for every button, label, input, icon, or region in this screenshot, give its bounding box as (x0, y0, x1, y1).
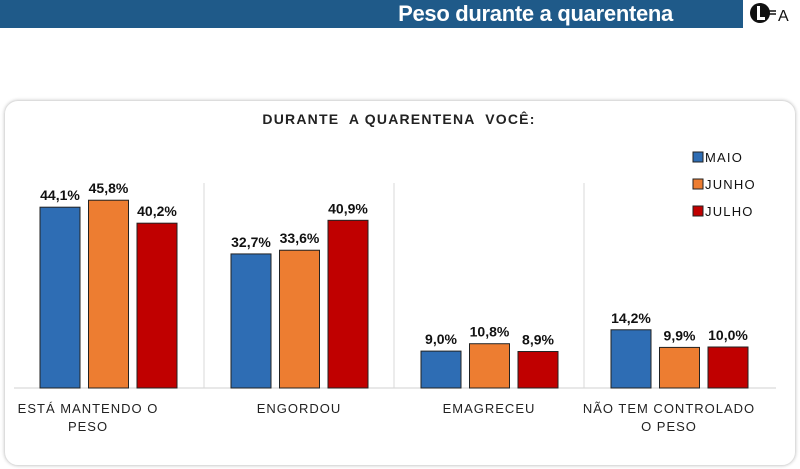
data-label: 32,7% (231, 234, 271, 250)
bar-maio (39, 206, 81, 389)
bar-junho (279, 249, 320, 389)
category-label: EMAGRECEU (443, 401, 536, 416)
category-label: ESTÁ MANTENDO O (18, 401, 159, 416)
data-label: 44,1% (40, 187, 80, 203)
bar-julho (517, 351, 559, 389)
data-label: 8,9% (522, 332, 554, 348)
data-label: 9,9% (664, 327, 696, 343)
bar-junho (469, 343, 510, 389)
category-label: NÃO TEM CONTROLADO (583, 401, 755, 416)
bar-junho (659, 346, 700, 389)
bar-junho (88, 199, 129, 389)
legend-swatch-junho (692, 178, 704, 190)
category-label: PESO (68, 419, 108, 434)
legend-label-maio: MAIO (705, 150, 743, 165)
legend-label-julho: JULHO (705, 204, 754, 219)
data-label: 10,8% (470, 324, 510, 340)
category-label: O PESO (641, 419, 697, 434)
chart-panel (4, 100, 796, 466)
header-bar: Peso durante a quarentena (0, 0, 743, 28)
data-label: 9,0% (425, 331, 457, 347)
legend-swatch-julho (692, 205, 704, 217)
legend-swatch-maio (692, 151, 704, 163)
data-label: 14,2% (611, 310, 651, 326)
legend-label-junho: JUNHO (705, 177, 756, 192)
bar-maio (610, 329, 652, 389)
data-label: 40,2% (137, 203, 177, 219)
data-label: 45,8% (89, 180, 129, 196)
data-label: 33,6% (280, 230, 320, 246)
page-title: Peso durante a quarentena (398, 1, 673, 26)
data-label: 40,9% (328, 200, 368, 216)
bar-julho (136, 222, 178, 389)
bar-maio (420, 350, 462, 389)
bar-julho (327, 219, 369, 389)
svg-text:A: A (778, 8, 789, 24)
chart-title: DURANTE A QUARENTENA VOCÊ: (262, 110, 535, 127)
category-label: ENGORDOU (257, 401, 342, 416)
bar-maio (230, 253, 272, 389)
lfa-logo: A (750, 3, 789, 24)
bar-julho (707, 346, 749, 389)
data-label: 10,0% (708, 327, 748, 343)
